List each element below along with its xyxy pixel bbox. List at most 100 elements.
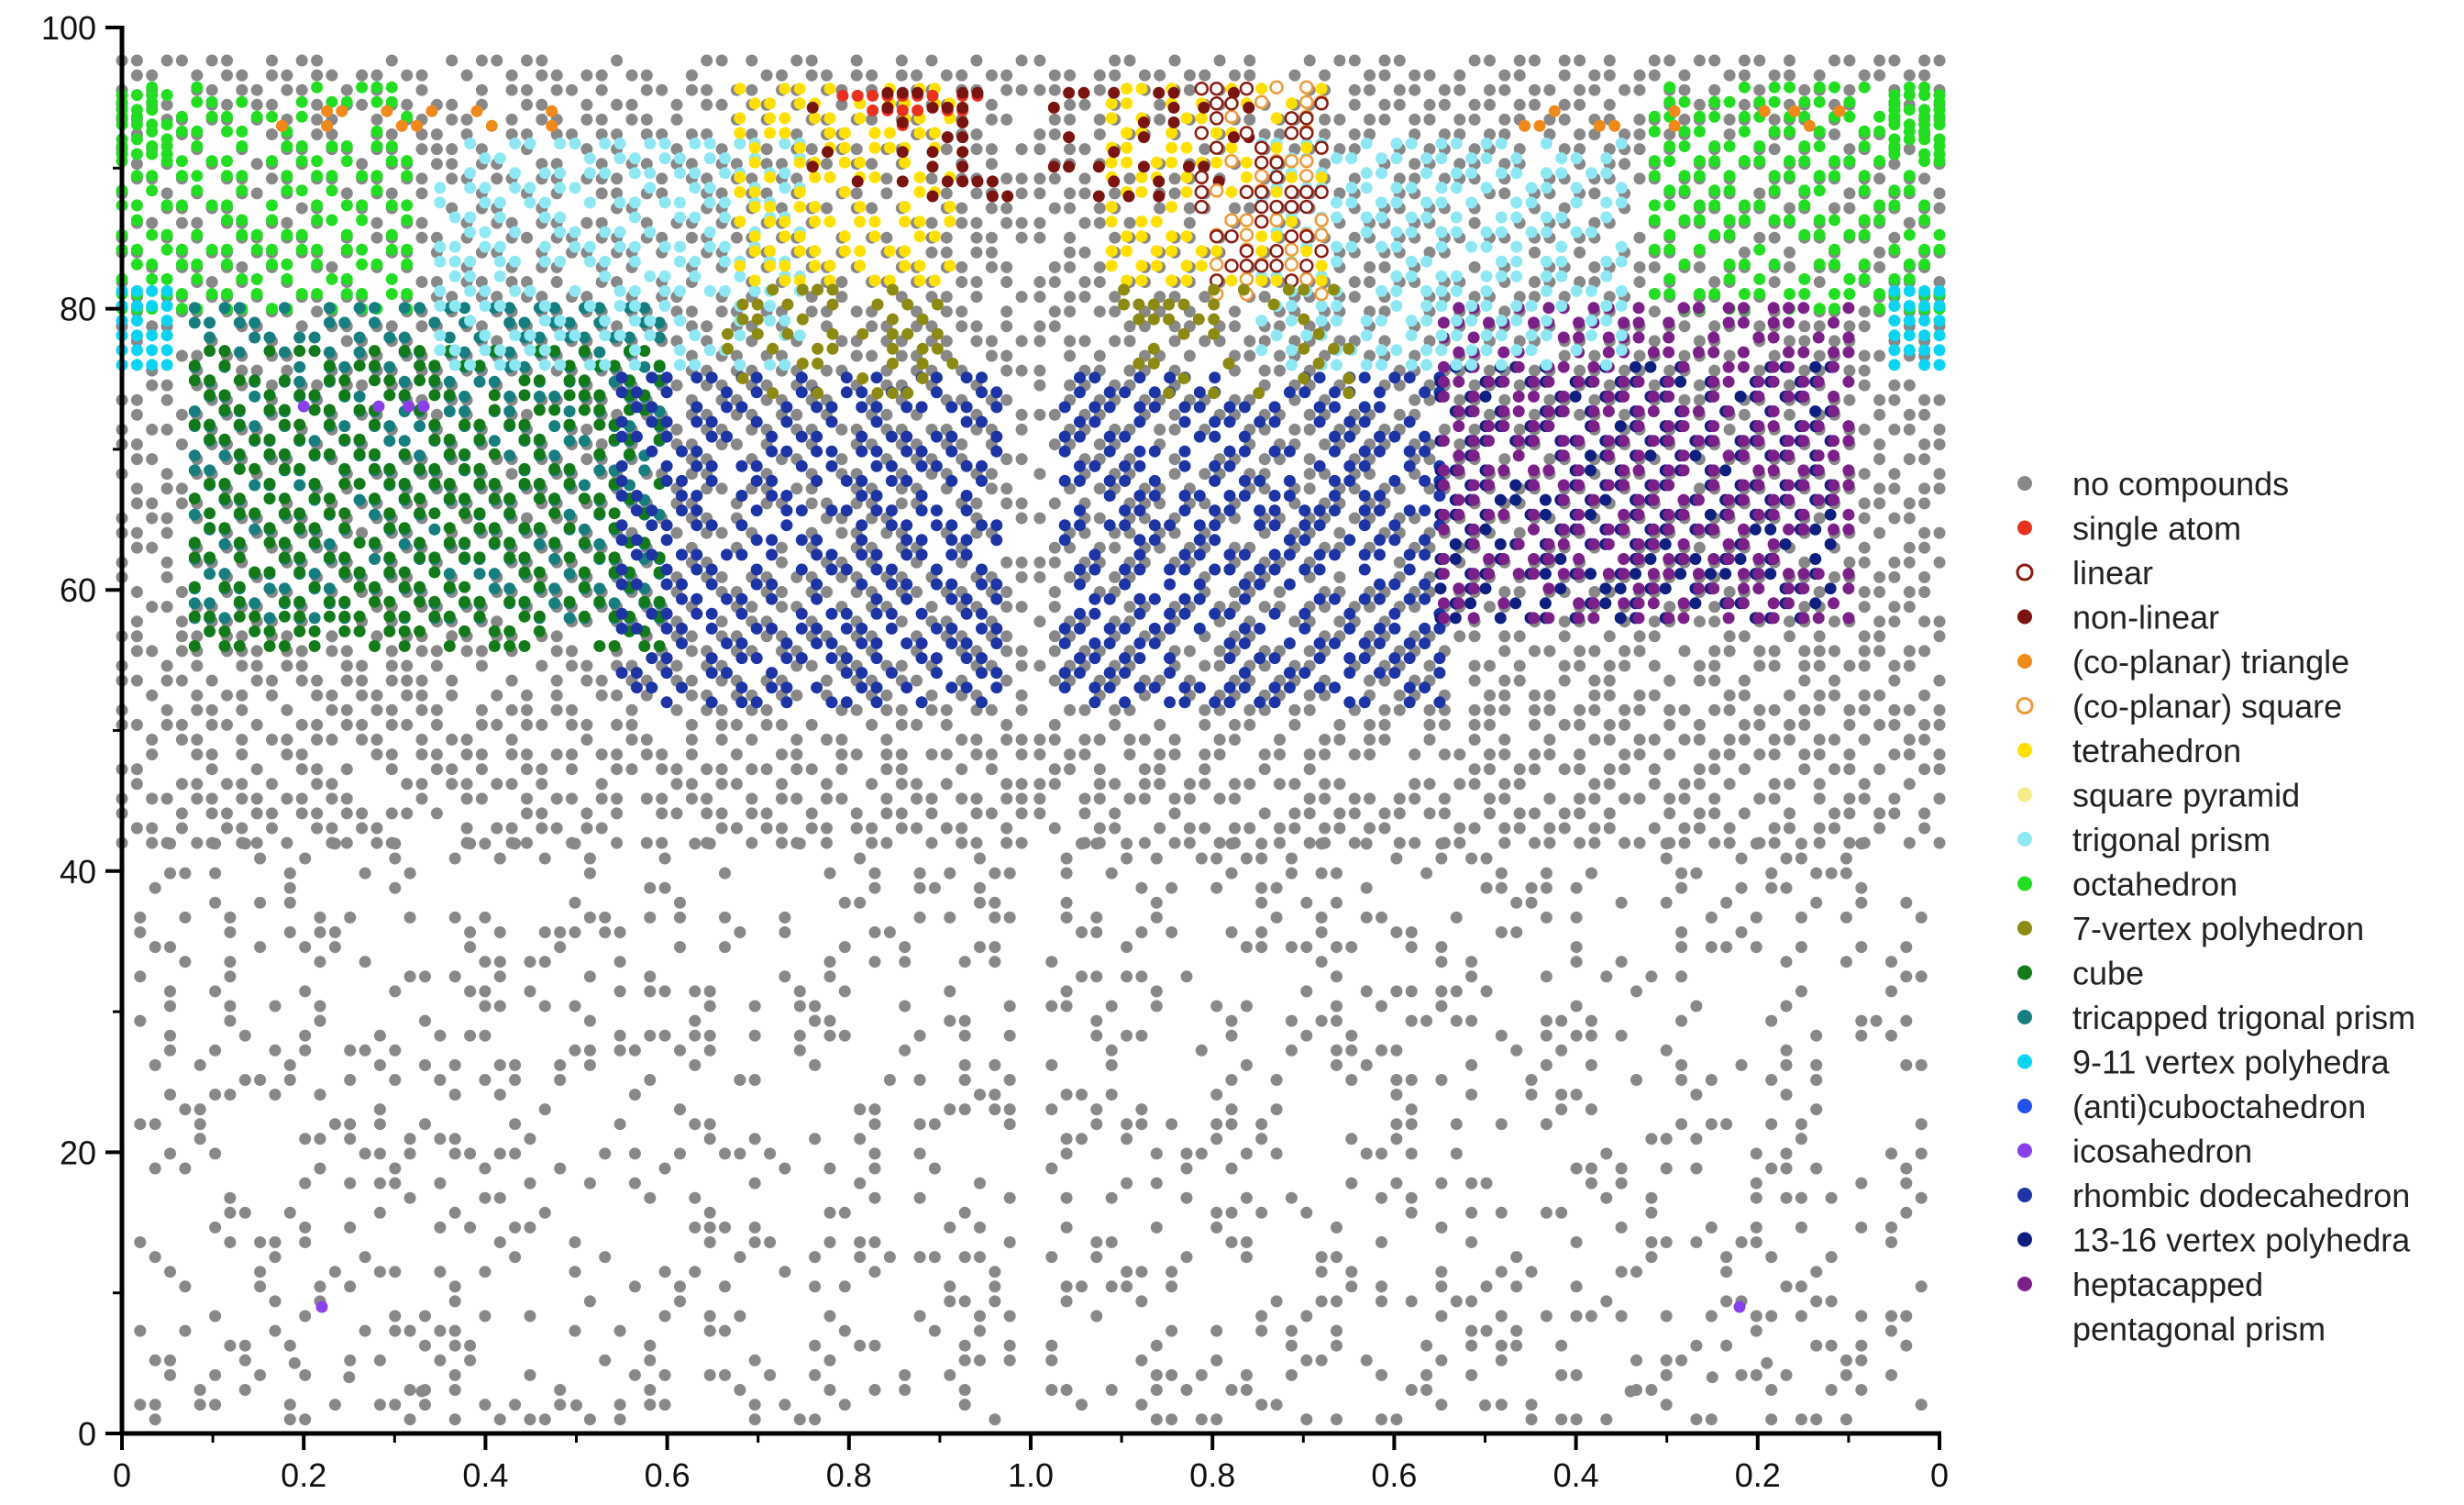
data-point xyxy=(373,1206,386,1219)
data-point xyxy=(1450,1147,1463,1160)
data-point xyxy=(1738,674,1751,687)
data-point xyxy=(1753,155,1766,168)
data-point xyxy=(536,291,548,304)
data-point xyxy=(1915,1399,1928,1411)
data-point xyxy=(1918,615,1931,628)
data-point xyxy=(613,1044,626,1057)
data-point xyxy=(895,349,908,362)
data-point xyxy=(328,837,341,850)
data-point xyxy=(730,718,743,731)
data-point xyxy=(583,1295,596,1308)
data-point xyxy=(1900,970,1913,983)
data-point xyxy=(1708,276,1721,288)
data-point xyxy=(415,216,428,229)
data-point xyxy=(644,1384,657,1396)
data-point xyxy=(224,926,237,938)
data-point xyxy=(1393,54,1406,67)
data-point xyxy=(1903,556,1916,569)
data-point xyxy=(1405,1191,1418,1204)
data-point xyxy=(160,228,173,241)
data-point xyxy=(1376,1191,1387,1204)
data-point xyxy=(1735,1058,1748,1071)
data-point xyxy=(1064,187,1077,200)
data-point xyxy=(430,408,443,421)
data-point xyxy=(1933,482,1946,495)
data-point xyxy=(401,69,414,82)
data-point xyxy=(509,1058,522,1071)
data-point xyxy=(1064,260,1077,273)
data-point xyxy=(880,172,893,185)
data-point xyxy=(703,1000,716,1013)
data-point xyxy=(191,170,204,183)
data-point xyxy=(1678,69,1691,82)
data-point xyxy=(175,349,188,362)
data-point xyxy=(1795,1280,1807,1293)
data-point xyxy=(1693,170,1706,183)
data-point xyxy=(311,689,324,702)
data-point xyxy=(179,1324,192,1337)
data-point xyxy=(281,184,293,197)
data-point xyxy=(793,1413,806,1426)
data-point xyxy=(985,468,998,481)
data-point xyxy=(1619,763,1631,776)
data-point xyxy=(838,1324,851,1337)
data-point xyxy=(1210,852,1223,865)
data-point xyxy=(1619,836,1631,849)
data-point xyxy=(746,83,758,96)
data-point xyxy=(1660,1399,1673,1411)
data-point xyxy=(895,807,908,820)
data-point xyxy=(266,674,278,687)
data-point xyxy=(925,172,938,185)
data-point xyxy=(1484,689,1496,702)
data-point xyxy=(790,408,803,421)
data-point xyxy=(385,140,398,152)
data-point xyxy=(1720,896,1733,909)
data-point xyxy=(1798,718,1811,731)
data-point xyxy=(1498,586,1511,598)
data-point xyxy=(1765,1074,1778,1086)
data-point xyxy=(1168,187,1181,200)
data-point xyxy=(1798,320,1811,333)
data-point xyxy=(1840,1413,1852,1426)
data-point xyxy=(491,822,503,835)
data-point xyxy=(748,1236,761,1248)
data-point xyxy=(583,852,596,865)
data-point xyxy=(1765,1310,1778,1322)
data-point xyxy=(580,734,593,746)
data-point xyxy=(1465,1324,1478,1337)
data-point xyxy=(448,1324,461,1337)
data-point xyxy=(1300,1206,1313,1219)
data-point xyxy=(866,158,878,171)
data-point xyxy=(656,231,668,244)
data-point xyxy=(164,941,176,954)
data-point xyxy=(1574,98,1586,111)
data-point xyxy=(809,1058,822,1071)
data-point xyxy=(1168,792,1181,805)
data-point xyxy=(1858,140,1871,152)
data-point xyxy=(913,1029,926,1042)
data-point xyxy=(1693,674,1706,687)
data-point xyxy=(175,258,188,271)
data-point xyxy=(580,453,593,466)
data-point xyxy=(464,1339,477,1352)
data-point xyxy=(790,734,803,746)
data-point xyxy=(1784,734,1796,746)
data-point xyxy=(295,110,308,123)
data-point xyxy=(370,140,383,152)
data-point xyxy=(1829,570,1840,583)
data-point xyxy=(1693,288,1706,300)
data-point xyxy=(236,689,249,702)
data-point xyxy=(1678,349,1691,362)
data-point xyxy=(446,778,459,791)
data-point xyxy=(1288,335,1301,348)
data-point xyxy=(1183,792,1196,805)
data-point xyxy=(1064,143,1077,156)
data-point xyxy=(1033,128,1046,140)
data-point xyxy=(1574,807,1586,820)
data-point xyxy=(326,69,338,82)
data-point xyxy=(464,1221,477,1234)
data-point xyxy=(1529,364,1541,377)
data-point xyxy=(419,1118,431,1131)
data-point xyxy=(340,272,353,285)
data-point xyxy=(880,408,893,421)
